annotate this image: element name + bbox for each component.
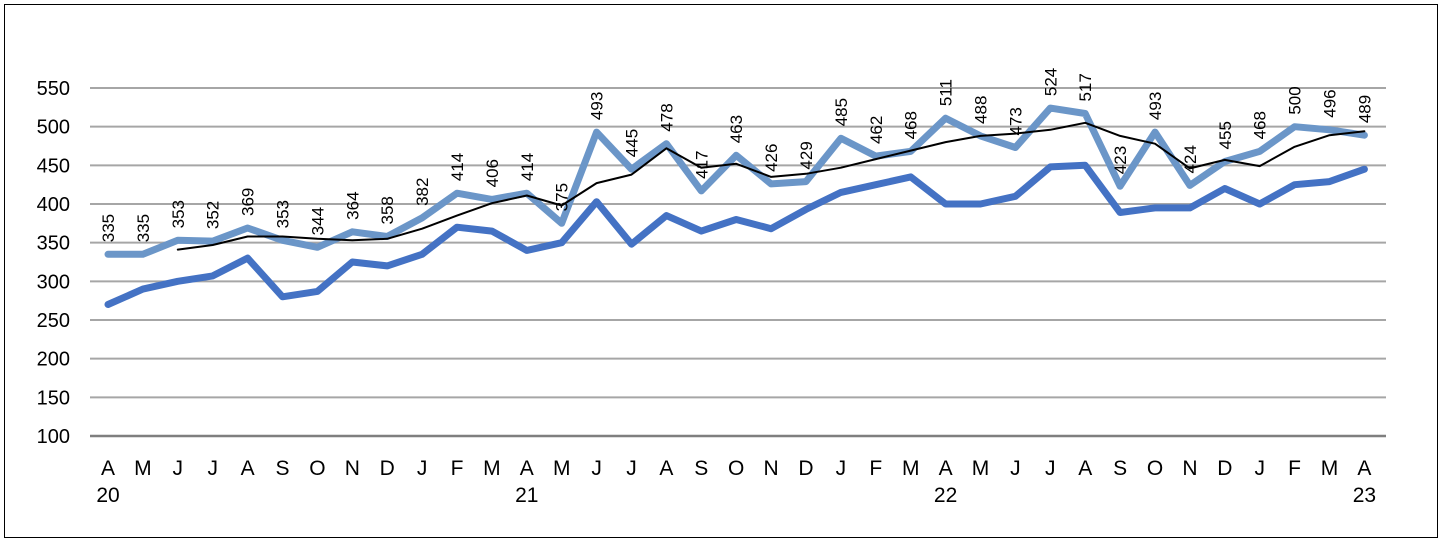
data-label: 335 <box>99 214 118 242</box>
x-tick-label: A <box>939 457 953 480</box>
data-label: 489 <box>1355 95 1374 123</box>
data-label: 478 <box>657 103 676 131</box>
data-label: 445 <box>623 129 642 157</box>
x-tick-label: S <box>275 457 289 480</box>
gridlines <box>90 87 1386 438</box>
data-label: 353 <box>169 200 188 228</box>
data-label: 473 <box>1006 107 1025 135</box>
y-tick-label: 100 <box>37 426 70 448</box>
y-tick-label: 550 <box>37 78 70 100</box>
data-label: 493 <box>588 92 607 120</box>
data-label: 462 <box>867 116 886 144</box>
y-tick-label: 250 <box>37 310 70 332</box>
data-label: 511 <box>937 79 956 106</box>
x-tick-label: M <box>553 457 571 480</box>
data-label: 382 <box>413 178 432 206</box>
data-label: 335 <box>134 214 153 242</box>
x-tick-label: N <box>345 457 360 480</box>
data-labels: 335 335 353 352 369 353 344 364 358 382 414 406 414 3… <box>99 68 1374 243</box>
x-year-label: 21 <box>515 484 538 507</box>
x-tick-label: J <box>417 457 428 480</box>
data-label: 485 <box>832 98 851 126</box>
data-label: 414 <box>448 153 467 181</box>
x-tick-label: M <box>902 457 920 480</box>
data-label: 517 <box>1076 73 1095 101</box>
series-line-3 <box>176 121 1366 251</box>
y-tick-label: 200 <box>37 349 70 371</box>
x-tick-label: A <box>1357 457 1371 480</box>
data-label: 496 <box>1321 89 1340 117</box>
data-label: 406 <box>483 159 502 187</box>
x-tick-label: F <box>451 457 464 480</box>
y-axis-labels: 100 150 200 250 300 350 400 450 500 550 <box>37 78 70 448</box>
x-tick-label: O <box>728 457 744 480</box>
x-tick-label: J <box>1010 457 1021 480</box>
x-tick-label: J <box>173 457 184 480</box>
x-tick-label: O <box>1147 457 1163 480</box>
x-tick-label: J <box>1254 457 1265 480</box>
x-tick-label: S <box>1113 457 1127 480</box>
data-label: 424 <box>1181 145 1200 173</box>
x-tick-label: M <box>483 457 501 480</box>
x-tick-label: M <box>972 457 990 480</box>
data-label: 369 <box>239 188 258 216</box>
data-label: 375 <box>553 183 572 211</box>
x-tick-label: M <box>134 457 152 480</box>
data-label: 493 <box>1146 92 1165 120</box>
x-axis-labels: A M J J A S O N D J F M A M J J A S O N D J F M A M J J A S O N D J F M A20 2… <box>96 457 1376 507</box>
data-label: 426 <box>762 144 781 172</box>
x-tick-label: N <box>764 457 779 480</box>
x-tick-label: N <box>1182 457 1197 480</box>
x-tick-label: F <box>869 457 882 480</box>
x-tick-label: D <box>798 457 813 480</box>
data-label: 468 <box>1251 111 1270 139</box>
x-tick-label: J <box>207 457 218 480</box>
data-label: 468 <box>902 111 921 139</box>
x-tick-label: J <box>591 457 602 480</box>
data-label: 488 <box>972 96 991 124</box>
y-tick-label: 450 <box>37 155 70 177</box>
x-tick-label: A <box>241 457 255 480</box>
y-tick-label: 300 <box>37 271 70 293</box>
x-tick-label: D <box>380 457 395 480</box>
x-tick-label: F <box>1288 457 1301 480</box>
data-label: 353 <box>274 200 293 228</box>
data-label: 364 <box>343 191 362 219</box>
y-tick-label: 400 <box>37 194 70 216</box>
y-tick-label: 150 <box>37 387 70 409</box>
series-line-1 <box>104 104 1368 258</box>
y-tick-label: 350 <box>37 233 70 255</box>
data-label: 500 <box>1286 86 1305 114</box>
data-label: 417 <box>692 150 711 178</box>
data-label: 358 <box>378 196 397 224</box>
x-tick-label: A <box>659 457 673 480</box>
series-lines <box>104 104 1368 308</box>
chart-frame <box>4 4 1438 538</box>
data-label: 455 <box>1216 121 1235 149</box>
x-tick-label: O <box>309 457 325 480</box>
x-tick-label: J <box>1045 457 1056 480</box>
data-label: 429 <box>797 141 816 169</box>
x-tick-label: J <box>626 457 637 480</box>
x-tick-label: A <box>1078 457 1092 480</box>
data-label: 423 <box>1111 146 1130 174</box>
x-tick-label: J <box>836 457 847 480</box>
x-year-label: 22 <box>934 484 957 507</box>
x-year-label: 20 <box>96 484 119 507</box>
data-label: 344 <box>308 207 327 235</box>
x-tick-label: A <box>520 457 534 480</box>
data-label: 414 <box>518 153 537 181</box>
data-label: 524 <box>1041 68 1060 96</box>
x-tick-label: S <box>694 457 708 480</box>
x-tick-label: D <box>1217 457 1232 480</box>
data-label: 352 <box>204 201 223 229</box>
x-tick-label: A <box>101 457 115 480</box>
data-label: 463 <box>727 115 746 143</box>
x-tick-label: M <box>1321 457 1339 480</box>
y-tick-label: 500 <box>37 117 70 139</box>
series-line-2 <box>104 161 1368 308</box>
x-year-label: 23 <box>1353 484 1376 507</box>
